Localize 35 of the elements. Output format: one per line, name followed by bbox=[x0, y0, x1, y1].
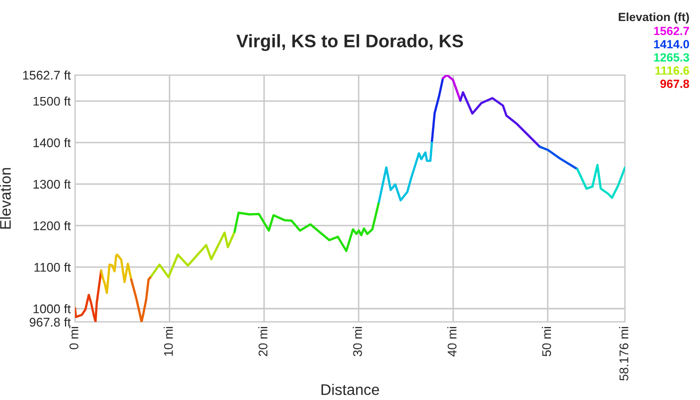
line-series bbox=[576, 164, 625, 199]
color-bar-title: Elevation (ft) bbox=[618, 12, 689, 24]
line-series bbox=[75, 269, 102, 322]
y-tick-label: 1562.7 ft bbox=[23, 70, 71, 80]
x-tick-label: 58.176 mi bbox=[619, 327, 628, 381]
line-series bbox=[100, 254, 132, 294]
text: 1265.3 bbox=[654, 53, 690, 62]
line-series bbox=[130, 275, 152, 322]
x-tick-label: 20 mi bbox=[258, 327, 268, 356]
text: 1414.0 bbox=[654, 40, 690, 48]
line-series bbox=[430, 77, 444, 142]
x-tick-label: 40 mi bbox=[447, 327, 457, 356]
line-series bbox=[378, 140, 434, 204]
line-series bbox=[150, 230, 236, 278]
text: 967.8 bbox=[660, 80, 690, 88]
y-tick-label: 1400 ft bbox=[34, 138, 71, 148]
x-tick-label: 0 mi bbox=[69, 327, 78, 350]
y-tick-label: 1300 ft bbox=[34, 180, 71, 189]
line-series bbox=[442, 75, 462, 102]
text: 1562.7 bbox=[654, 26, 689, 36]
chart-title: Virgil, KS to El Dorado, KS bbox=[236, 34, 463, 52]
y-axis-title: Elevation bbox=[0, 168, 11, 229]
line-series bbox=[459, 91, 541, 148]
y-tick-label: 1200 ft bbox=[34, 221, 71, 230]
text: 1116.6 bbox=[655, 66, 690, 75]
y-tick-label: 1100 ft bbox=[34, 262, 71, 272]
y-tick-label: 967.8 ft bbox=[30, 317, 71, 327]
y-tick-label: 1500 ft bbox=[34, 96, 71, 106]
x-tick-label: 10 mi bbox=[164, 327, 173, 356]
x-tick-label: 30 mi bbox=[352, 327, 362, 356]
x-axis-title: Distance bbox=[322, 384, 380, 396]
line-series bbox=[538, 146, 578, 170]
line-series bbox=[233, 200, 380, 252]
x-tick-label: 50 mi bbox=[542, 327, 552, 356]
y-tick-label: 1000 ft bbox=[34, 304, 71, 314]
